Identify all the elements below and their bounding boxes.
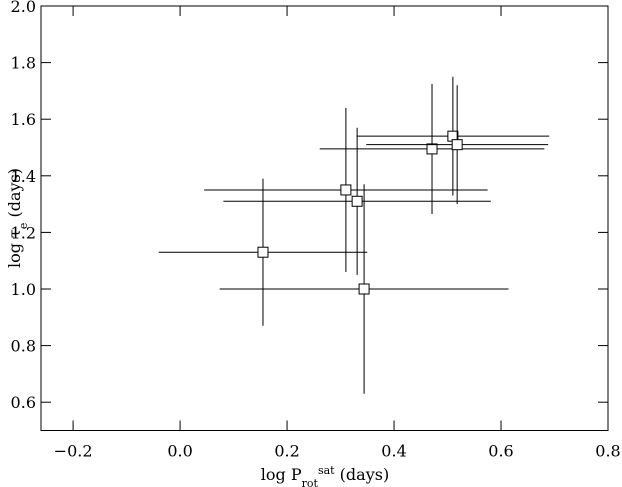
x-tick-label: 0.4: [381, 442, 406, 461]
point: [351, 195, 363, 207]
x-tick-label: −0.2: [54, 442, 93, 461]
y-label-sub: e: [17, 223, 30, 230]
y-label-part: (days): [5, 168, 24, 223]
point: [257, 246, 269, 258]
point: [340, 184, 352, 196]
y-label-part: log τ: [5, 229, 24, 268]
y-tick-label: 1.8: [11, 54, 36, 73]
x-label-part: log P: [261, 465, 302, 484]
y-tick-label: 1.2: [11, 223, 36, 242]
y-tick-label: 1.4: [11, 167, 36, 186]
x-tick-label: 0.8: [595, 442, 620, 461]
x-label-part: (days): [335, 465, 390, 484]
x-axis-label: log Protsat (days): [261, 464, 389, 487]
y-tick-label: 0.6: [11, 393, 36, 412]
point: [451, 139, 463, 151]
x-tick-label: 0.2: [274, 442, 299, 461]
point: [426, 143, 438, 155]
y-tick-label: 1.0: [11, 280, 36, 299]
x-tick-label: 0.6: [488, 442, 513, 461]
point: [358, 283, 370, 295]
y-axis-label: log τe (days): [5, 168, 30, 268]
x-tick-label: 0.0: [167, 442, 192, 461]
plot-frame: [40, 5, 609, 431]
y-tick-label: 2.0: [11, 0, 36, 16]
x-label-sup: sat: [318, 464, 335, 477]
y-tick-label: 1.6: [11, 110, 36, 129]
y-tick-label: 0.8: [11, 337, 36, 356]
x-label-sub: rot: [302, 477, 319, 487]
